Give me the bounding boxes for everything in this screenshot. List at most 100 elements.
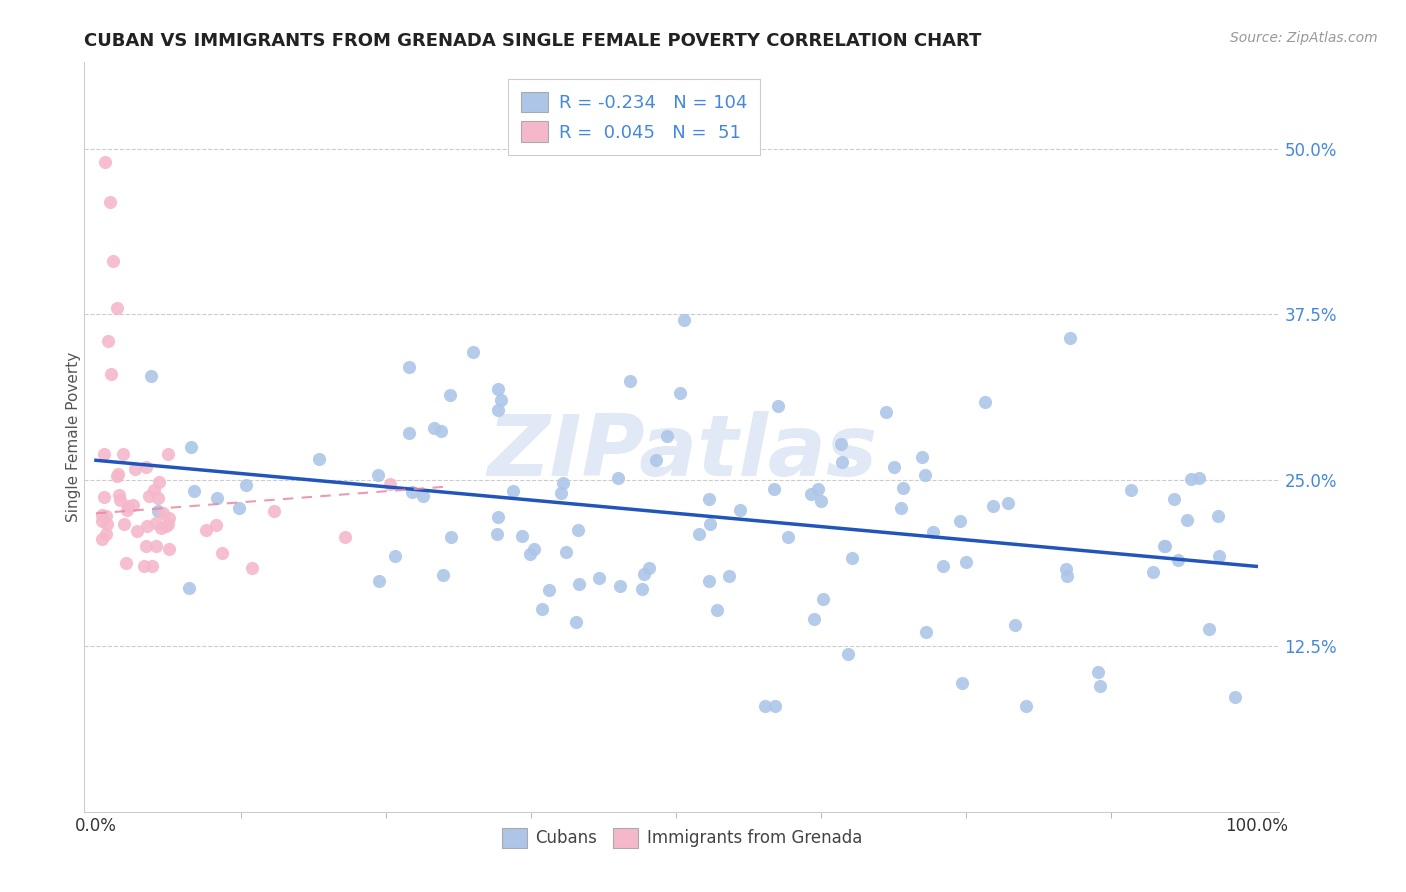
Point [157,447,180,461]
Point [159,511,181,525]
Point [384,549,406,563]
Point [461,345,484,359]
Point [183,483,205,498]
Point [94,527,117,541]
Point [205,491,228,505]
Point [148,475,170,489]
Point [914,468,936,483]
Point [205,517,228,532]
Point [890,500,912,515]
Point [1208,549,1230,563]
Point [100,367,122,381]
Point [911,450,934,465]
Point [1180,472,1202,486]
Point [93,447,115,461]
Y-axis label: Single Female Poverty: Single Female Poverty [66,352,80,522]
Text: ZIPatlas: ZIPatlas [486,410,877,493]
Point [142,483,165,497]
Point [150,521,173,535]
Point [145,516,167,530]
Point [766,399,789,413]
Point [486,509,509,524]
Point [263,504,285,518]
Point [98,194,121,209]
Point [430,425,453,439]
Point [1090,679,1112,693]
Point [914,625,936,640]
Point [1198,622,1220,636]
Point [146,504,169,518]
Point [564,615,586,630]
Point [486,382,509,396]
Point [841,551,863,566]
Point [156,516,179,531]
Point [1004,618,1026,632]
Point [333,530,356,544]
Point [537,583,560,598]
Point [1056,568,1078,582]
Point [1206,508,1229,523]
Point [439,388,461,402]
Point [891,481,914,495]
Point [837,648,859,662]
Point [103,254,125,268]
Point [567,524,589,538]
Point [983,499,1005,513]
Point [157,542,180,557]
Point [440,531,463,545]
Point [763,698,786,713]
Point [105,468,128,483]
Point [111,447,134,461]
Point [606,470,628,484]
Point [115,503,138,517]
Point [1142,565,1164,579]
Point [90,508,112,523]
Point [718,569,741,583]
Point [94,155,117,169]
Point [211,546,233,560]
Point [124,461,146,475]
Point [134,559,156,574]
Point [697,491,720,506]
Point [148,491,170,506]
Point [1015,698,1038,713]
Point [997,496,1019,510]
Point [1054,562,1077,576]
Point [1087,665,1109,680]
Point [619,374,641,388]
Point [800,487,823,501]
Point [706,603,728,617]
Point [423,421,446,435]
Legend: Cubans, Immigrants from Grenada: Cubans, Immigrants from Grenada [494,820,870,855]
Point [136,519,159,533]
Point [553,476,575,491]
Point [633,566,655,581]
Point [141,559,163,574]
Point [567,577,589,591]
Point [108,487,131,501]
Point [1167,553,1189,567]
Point [932,559,955,574]
Point [152,507,174,521]
Point [1059,331,1081,345]
Point [96,509,118,524]
Point [145,539,167,553]
Point [235,478,257,492]
Point [630,582,652,596]
Point [776,530,799,544]
Point [803,612,825,626]
Point [432,567,454,582]
Point [728,503,751,517]
Point [180,440,202,454]
Point [93,490,115,504]
Point [489,392,512,407]
Point [108,493,131,508]
Point [875,404,897,418]
Point [96,517,118,532]
Point [550,486,572,500]
Point [519,547,541,561]
Point [883,459,905,474]
Point [240,560,263,574]
Point [1163,492,1185,507]
Point [486,527,509,541]
